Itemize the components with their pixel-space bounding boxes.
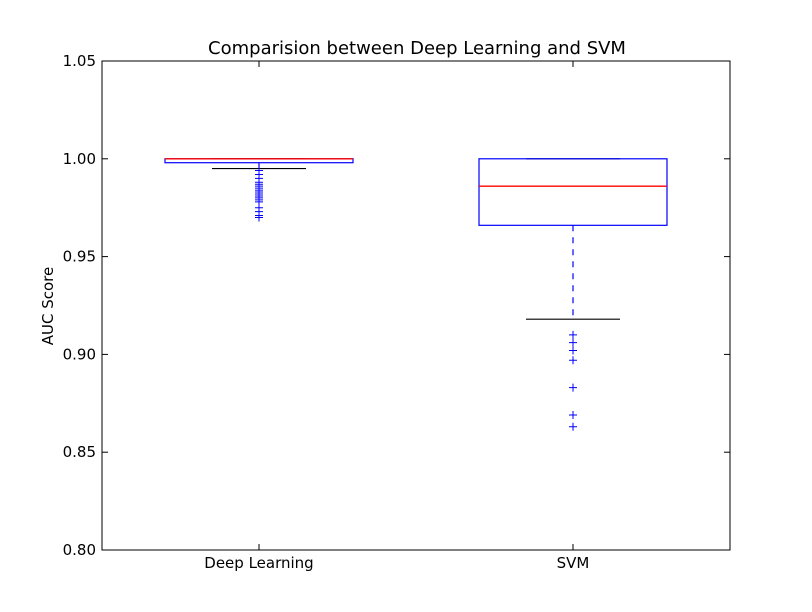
- outlier-point: [255, 213, 263, 222]
- plot-frame: [101, 60, 731, 551]
- outlier-point: [569, 422, 577, 431]
- box-iqr: [478, 158, 668, 226]
- outlier-point: [569, 346, 577, 355]
- outlier-point: [569, 330, 577, 339]
- outlier-point: [569, 383, 577, 392]
- y-axis-label: AUC Score: [39, 267, 57, 346]
- y-tick-label: 1.00: [63, 150, 96, 168]
- x-tick-label: SVM: [557, 554, 590, 572]
- plot-area: 0.80 0.85 0.90 0.95 1.00 1.05 Deep Learning SVM: [63, 52, 731, 572]
- outlier-point: [569, 411, 577, 420]
- y-tick-label: 0.95: [63, 248, 96, 266]
- y-tick-label: 0.85: [63, 443, 96, 461]
- outlier-point: [569, 338, 577, 347]
- x-tick-label: Deep Learning: [204, 554, 313, 572]
- chart-title: Comparision between Deep Learning and SV…: [208, 38, 626, 59]
- y-tick-label: 1.05: [63, 52, 96, 70]
- y-tick-label: 0.80: [63, 541, 96, 559]
- outlier-point: [569, 356, 577, 365]
- y-tick-label: 0.90: [63, 345, 96, 363]
